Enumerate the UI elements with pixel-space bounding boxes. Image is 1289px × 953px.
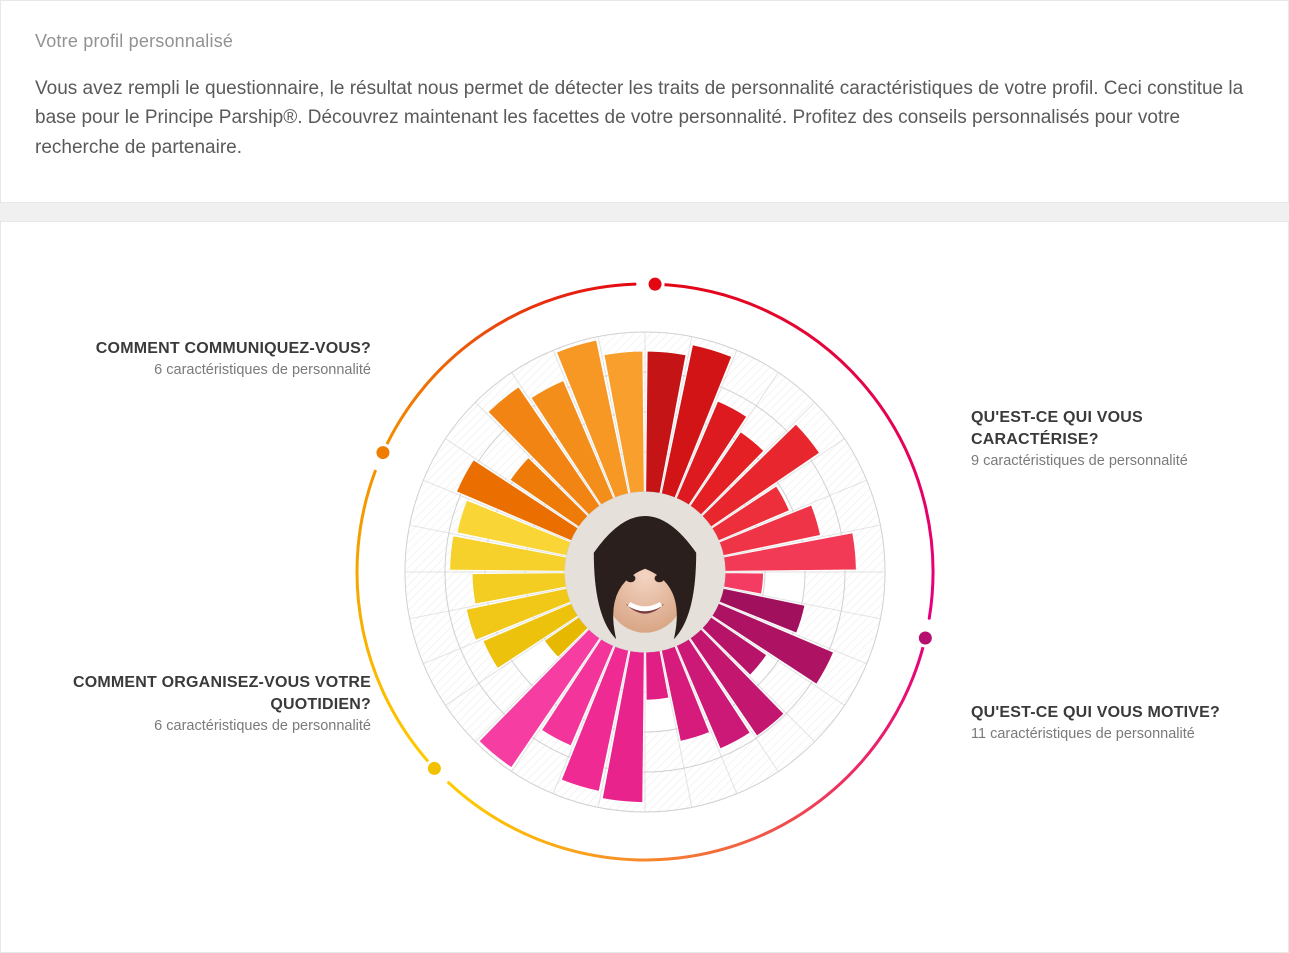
label-title: QU'EST-CE QUI VOUS MOTIVE? [971, 702, 1271, 724]
personality-chart-card: COMMENT COMMUNIQUEZ-VOUS? 6 caractéristi… [0, 221, 1289, 953]
label-subtitle: 9 caractéristiques de personnalité [971, 453, 1271, 469]
label-communiquez[interactable]: COMMENT COMMUNIQUEZ-VOUS? 6 caractéristi… [71, 338, 371, 378]
label-subtitle: 6 caractéristiques de personnalité [71, 718, 371, 734]
label-title: COMMENT ORGANISEZ-VOUS VOTRE QUOTIDIEN? [71, 672, 371, 715]
label-motive[interactable]: QU'EST-CE QUI VOUS MOTIVE? 11 caractéris… [971, 702, 1271, 742]
page-subtitle: Votre profil personnalisé [35, 31, 1254, 52]
label-quotidien[interactable]: COMMENT ORGANISEZ-VOUS VOTRE QUOTIDIEN? … [71, 672, 371, 733]
chart-container: COMMENT COMMUNIQUEZ-VOUS? 6 caractéristi… [21, 252, 1268, 912]
profile-header-card: Votre profil personnalisé Vous avez remp… [0, 0, 1289, 203]
label-title: COMMENT COMMUNIQUEZ-VOUS? [71, 338, 371, 360]
avatar[interactable] [565, 492, 725, 652]
label-subtitle: 6 caractéristiques de personnalité [71, 362, 371, 378]
label-title: QU'EST-CE QUI VOUS CARACTÉRISE? [971, 407, 1271, 450]
label-subtitle: 11 caractéristiques de personnalité [971, 726, 1271, 742]
label-caracterise[interactable]: QU'EST-CE QUI VOUS CARACTÉRISE? 9 caract… [971, 407, 1271, 468]
intro-paragraph: Vous avez rempli le questionnaire, le ré… [35, 74, 1254, 162]
